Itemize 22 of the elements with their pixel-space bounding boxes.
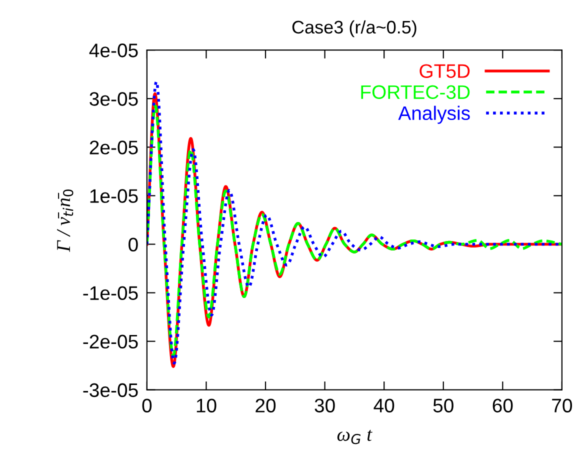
y-tick-label: -2e-05: [83, 334, 138, 349]
x-tick-label: 0: [142, 398, 152, 412]
y-tick-label: 2e-05: [90, 140, 138, 154]
y-tick-label: -1e-05: [83, 286, 138, 300]
legend-label: Analysis: [398, 106, 470, 124]
legend-label: FORTEC-3D: [361, 85, 470, 100]
y-tick-label: -3e-05: [83, 383, 138, 398]
x-tick-label: 10: [196, 398, 216, 412]
y-axis-title: Γ / v̄$_{ti}$n̄$_{0}$: [57, 190, 74, 252]
y-tick-label: 4e-05: [89, 44, 138, 58]
y-tick-label: 0: [128, 238, 138, 252]
x-tick-label: 50: [433, 398, 454, 412]
x-tick-label: 30: [314, 398, 335, 412]
x-tick-label: 20: [256, 398, 276, 412]
chart-title: Case3 (r/a~0.5): [292, 20, 416, 38]
x-tick-label: 40: [374, 398, 394, 412]
legend-label: GT5D: [420, 64, 470, 78]
y-tick-label: 1e-05: [90, 189, 138, 203]
y-tick-label: 3e-05: [90, 92, 138, 106]
x-tick-label: 60: [492, 398, 513, 412]
x-tick-label: 70: [552, 398, 572, 412]
x-axis-title: ω$_{G}$ t: [337, 430, 372, 444]
